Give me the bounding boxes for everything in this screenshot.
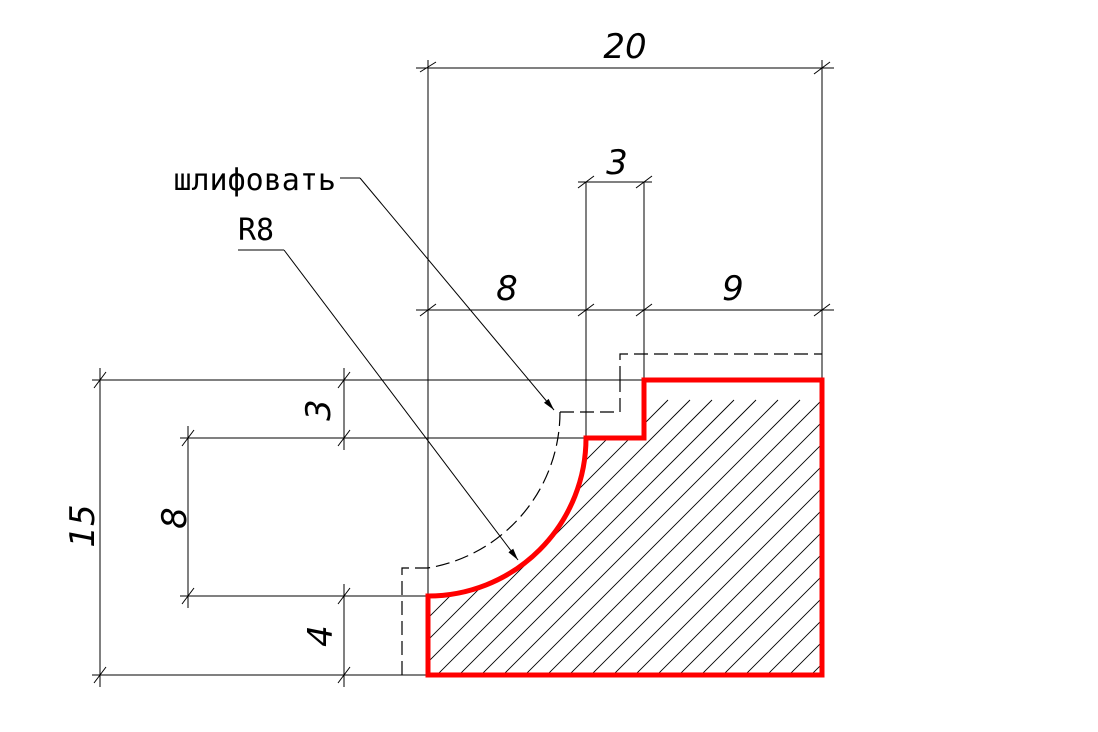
tick (337, 666, 351, 684)
hatch-line (428, 399, 537, 675)
hatch-line (543, 399, 822, 675)
hatch-line (428, 399, 515, 675)
dim-text-right-width: 9 (722, 269, 744, 309)
tick (577, 175, 595, 189)
leader-radius-arrow (283, 249, 519, 561)
note-grinding: шлифовать (173, 163, 336, 198)
tick (93, 666, 107, 684)
hatch-line (126, 400, 426, 700)
hatch-line (428, 399, 559, 675)
dim-text-slot-width: 3 (606, 143, 628, 183)
hatch-line (455, 399, 757, 675)
tick (337, 371, 351, 389)
hatch-line (428, 399, 471, 675)
hatch-line (428, 399, 647, 675)
blank-arc-outline (427, 411, 561, 569)
tick (419, 61, 437, 73)
hatch-line (697, 399, 822, 675)
tick (635, 175, 653, 189)
hatch-line (82, 400, 382, 700)
hatch-line (428, 399, 669, 675)
blank-top-outline (619, 353, 822, 380)
dim-text-step-height: 3 (299, 399, 339, 421)
blank-left-outline (401, 567, 428, 675)
tick (813, 61, 831, 75)
hatch-line (763, 399, 822, 675)
section-hatching (60, 399, 1098, 700)
hatch-line (477, 399, 779, 675)
hatch-line (428, 399, 493, 675)
hatch-line (587, 399, 822, 675)
hatch-line (852, 400, 1098, 700)
hatch-line (631, 399, 822, 675)
tick (419, 303, 437, 317)
hatch-line (104, 400, 404, 700)
blank-outline (401, 353, 822, 675)
hatch-line (565, 399, 822, 675)
tick (635, 303, 653, 317)
dim-text-radius-height: 8 (155, 507, 195, 529)
tick (337, 587, 351, 605)
hatch-line (433, 399, 735, 675)
hatch-line (719, 399, 822, 675)
tick (93, 371, 107, 389)
leader-grinding-arrow (359, 177, 555, 411)
dim-text-base-height: 4 (301, 625, 341, 647)
tick (813, 303, 831, 317)
hatch-line (785, 399, 822, 675)
tick (181, 429, 195, 447)
hatch-line (499, 399, 801, 675)
hatch-line (428, 399, 713, 675)
dim-text-left-width: 8 (496, 269, 518, 309)
tick (337, 429, 351, 447)
dim-text-overall-width: 20 (603, 27, 646, 67)
hatch-line (653, 399, 822, 675)
hatch-line (830, 400, 1098, 700)
hatch-line (521, 399, 822, 675)
hatch-line (428, 399, 625, 675)
hatch-line (807, 399, 822, 675)
dimension-lines (93, 61, 834, 687)
hatch-line (675, 399, 822, 675)
leaders (238, 177, 555, 561)
tick (181, 587, 195, 605)
tick (577, 303, 595, 317)
hatch-line (428, 399, 449, 675)
blank-step-outline (560, 380, 621, 413)
part-contour (425, 377, 825, 678)
extension-lines (92, 60, 823, 676)
note-radius: R8 (238, 213, 274, 248)
hatch-line (741, 399, 822, 675)
hatch-line (609, 399, 822, 675)
hatch-line (60, 400, 360, 700)
dim-text-overall-height: 15 (63, 504, 103, 547)
